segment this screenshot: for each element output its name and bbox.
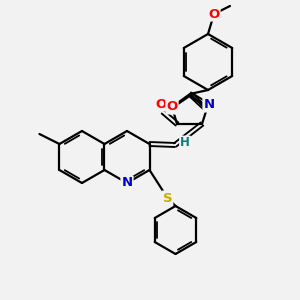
Text: N: N: [122, 176, 133, 190]
Text: O: O: [208, 8, 220, 20]
Text: H: H: [180, 136, 190, 149]
Text: S: S: [163, 191, 172, 205]
Text: N: N: [203, 98, 214, 112]
Text: O: O: [155, 98, 167, 110]
Text: O: O: [167, 100, 178, 113]
